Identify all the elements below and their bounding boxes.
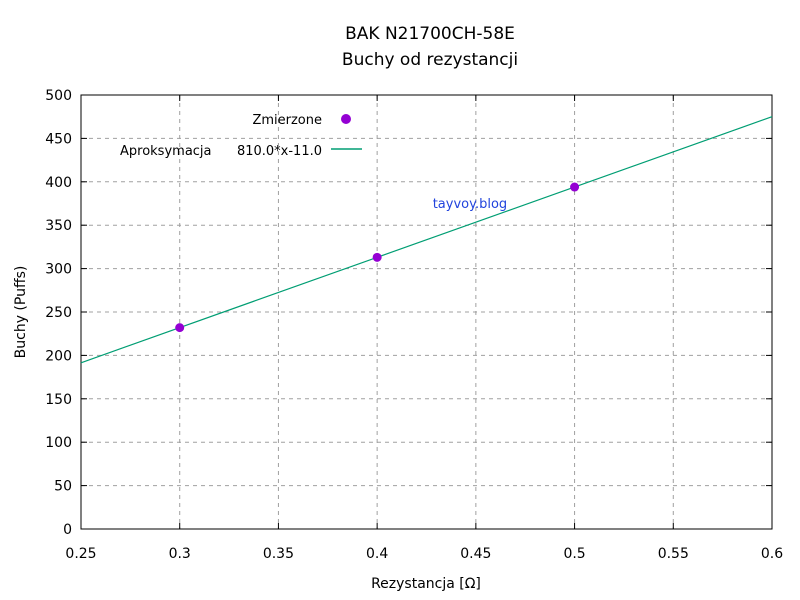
- chart-title-line-1: BAK N21700CH-58E: [345, 24, 515, 44]
- chart-title-line-2: Buchy od rezystancji: [342, 50, 518, 70]
- x-tick-label: 0.35: [263, 546, 294, 562]
- x-tick-label: 0.4: [366, 546, 388, 562]
- y-tick-label: 450: [45, 131, 72, 147]
- grid: [81, 95, 772, 529]
- x-tick-label: 0.25: [65, 546, 96, 562]
- x-axis-label: Rezystancja [Ω]: [371, 576, 481, 592]
- y-tick-label: 150: [45, 392, 72, 408]
- series-line-fit: [80, 116, 773, 364]
- y-tick-label: 300: [45, 262, 72, 278]
- y-tick-label: 50: [54, 479, 72, 495]
- y-tick-label: 400: [45, 175, 72, 191]
- x-tick-label: 0.45: [460, 546, 491, 562]
- x-tick-label: 0.5: [563, 546, 585, 562]
- series-points-measured: [175, 182, 580, 333]
- x-tick-label: 0.55: [658, 546, 689, 562]
- legend-label-fit: 810.0*x-11.0: [237, 144, 322, 159]
- y-tick-label: 500: [45, 88, 72, 104]
- y-tick-label: 250: [45, 305, 72, 321]
- y-tick-label: 100: [45, 435, 72, 451]
- legend-label-measured: Zmierzone: [252, 113, 322, 128]
- plot-frame: [80, 94, 773, 530]
- legend-label-aproksymacja: Aproksymacja: [120, 144, 212, 159]
- data-point: [372, 252, 382, 262]
- data-point: [570, 182, 580, 192]
- legend-marker-measured: [341, 114, 351, 124]
- y-tick-label: 0: [63, 522, 72, 538]
- y-tick-label: 350: [45, 218, 72, 234]
- data-point: [175, 323, 185, 333]
- legend: Zmierzone Aproksymacja 810.0*x-11.0: [120, 113, 362, 159]
- x-tick-label: 0.3: [169, 546, 191, 562]
- x-tick-label: 0.6: [761, 546, 783, 562]
- y-axis-label: Buchy (Puffs): [13, 266, 29, 359]
- watermark-text: tayvoy.blog: [433, 197, 507, 212]
- y-tick-label: 200: [45, 348, 72, 364]
- ticks: 0 50 100 150 200 250 300 350 400 450 500 0.25 0.3 0.3…: [45, 88, 783, 562]
